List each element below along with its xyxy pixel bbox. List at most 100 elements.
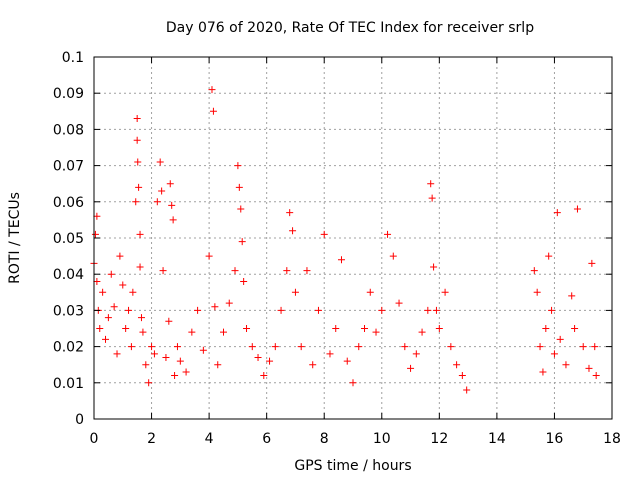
- data-point: [378, 306, 386, 314]
- y-tick-label: 0.01: [53, 376, 84, 392]
- data-point: [91, 230, 99, 238]
- data-point: [286, 209, 294, 217]
- x-tick-label: 10: [373, 431, 391, 447]
- y-tick-label: 0.09: [53, 86, 84, 102]
- data-point: [289, 227, 297, 235]
- y-axis-label: ROTI / TECUs: [7, 192, 23, 284]
- data-point: [389, 252, 397, 260]
- data-point: [395, 299, 403, 307]
- data-point: [418, 328, 426, 336]
- data-point: [271, 343, 279, 351]
- data-point: [412, 350, 420, 358]
- data-point: [159, 267, 167, 275]
- y-tick-label: 0.06: [53, 195, 84, 211]
- data-point: [153, 198, 161, 206]
- x-tick-label: 4: [205, 431, 214, 447]
- data-point: [355, 343, 363, 351]
- data-point: [176, 357, 184, 365]
- data-point: [542, 325, 550, 332]
- data-point: [314, 306, 322, 314]
- data-point: [550, 350, 558, 358]
- data-point: [432, 306, 440, 314]
- data-point: [562, 361, 570, 369]
- data-point: [283, 267, 291, 275]
- data-point: [214, 361, 222, 369]
- axis-ticks: 0 2 4 6 8 10 12 14 16 18 0 0.01 0.02 0.03 0.04 0.05 0.06…: [53, 50, 621, 447]
- data-point: [366, 288, 374, 296]
- data-point: [536, 343, 544, 351]
- data-point: [173, 343, 181, 351]
- x-tick-label: 0: [90, 431, 99, 447]
- data-point: [133, 115, 141, 123]
- data-point: [427, 180, 435, 188]
- data-point: [553, 209, 561, 217]
- data-point: [428, 194, 436, 202]
- data-point: [220, 328, 227, 336]
- x-tick-label: 2: [147, 431, 156, 447]
- data-point: [107, 270, 115, 278]
- y-tick-label: 0.07: [53, 159, 84, 175]
- data-point: [332, 325, 340, 332]
- data-point: [463, 386, 471, 394]
- data-point: [231, 267, 239, 275]
- x-tick-label: 8: [320, 431, 329, 447]
- data-point: [458, 372, 466, 380]
- x-axis-label: GPS time / hours: [294, 458, 411, 474]
- data-point: [297, 343, 305, 351]
- data-points: [90, 86, 600, 394]
- data-point: [447, 343, 455, 351]
- data-point: [166, 180, 174, 188]
- data-point: [424, 306, 432, 314]
- data-point: [573, 205, 581, 213]
- data-point: [135, 183, 143, 191]
- data-point: [592, 372, 600, 380]
- data-point: [169, 216, 177, 224]
- data-point: [579, 343, 587, 351]
- data-point: [254, 353, 262, 361]
- data-point: [137, 314, 145, 322]
- data-point: [401, 343, 409, 351]
- data-point: [211, 303, 219, 311]
- data-point: [134, 158, 142, 166]
- data-point: [127, 343, 135, 351]
- data-point: [238, 238, 246, 246]
- y-tick-label: 0.1: [62, 50, 84, 66]
- data-point: [165, 317, 173, 325]
- grid: [94, 57, 612, 419]
- data-point: [548, 306, 556, 314]
- x-tick-label: 14: [488, 431, 506, 447]
- data-point: [361, 325, 369, 332]
- data-point: [237, 205, 245, 213]
- data-point: [139, 328, 147, 336]
- data-point: [277, 306, 285, 314]
- data-point: [148, 343, 156, 351]
- data-point: [125, 306, 133, 314]
- data-point: [309, 361, 317, 369]
- y-tick-label: 0.05: [53, 231, 84, 247]
- data-point: [260, 372, 268, 380]
- x-tick-label: 12: [430, 431, 448, 447]
- data-point: [102, 335, 110, 343]
- data-point: [407, 364, 415, 372]
- data-point: [113, 350, 121, 358]
- data-point: [182, 368, 190, 376]
- data-point: [556, 335, 564, 343]
- data-point: [234, 162, 242, 170]
- data-point: [343, 357, 351, 365]
- data-point: [194, 306, 202, 314]
- data-point: [104, 314, 112, 322]
- data-point: [571, 325, 579, 332]
- data-point: [453, 361, 461, 369]
- data-point: [588, 259, 596, 267]
- data-point: [266, 357, 274, 365]
- data-point: [209, 107, 217, 115]
- data-point: [585, 364, 593, 372]
- data-point: [533, 288, 541, 296]
- y-tick-label: 0.04: [53, 267, 84, 283]
- data-point: [145, 379, 153, 387]
- data-point: [136, 230, 144, 238]
- data-point: [291, 288, 299, 296]
- data-point: [337, 256, 345, 264]
- data-point: [199, 346, 207, 354]
